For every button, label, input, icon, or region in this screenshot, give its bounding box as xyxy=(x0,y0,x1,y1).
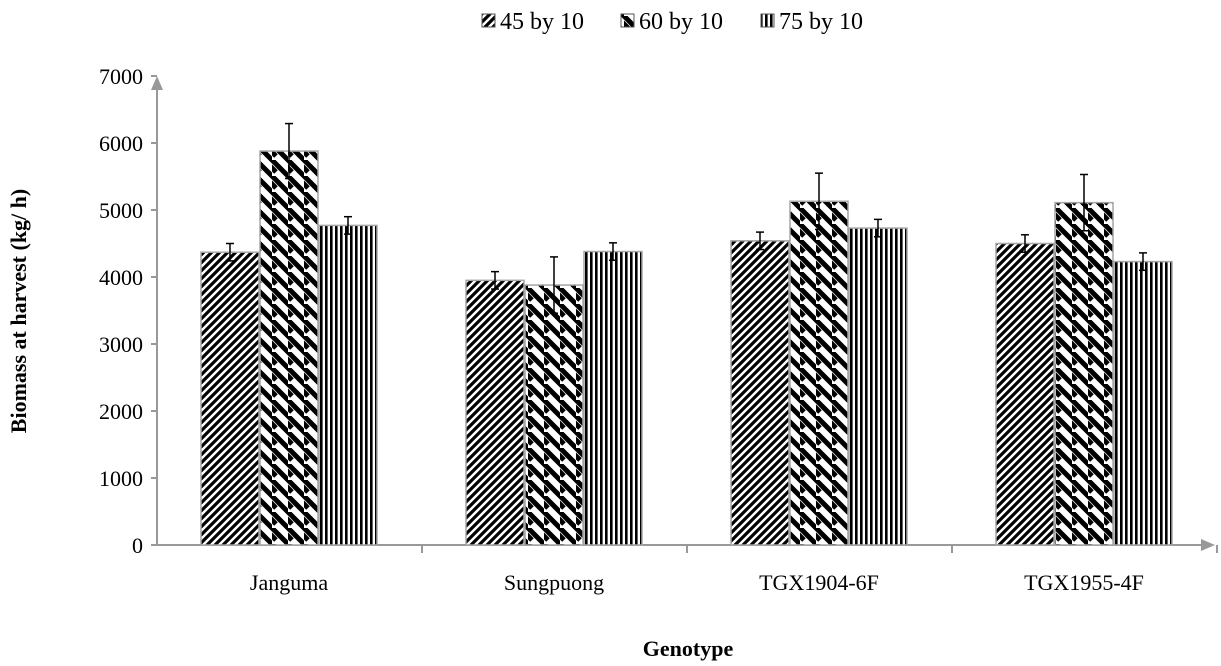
bar xyxy=(318,224,378,546)
bar xyxy=(200,251,260,546)
bar xyxy=(465,279,525,546)
x-axis-arrow xyxy=(1201,539,1215,551)
x-tick-label: TGX1955-4F xyxy=(1024,570,1144,595)
bar xyxy=(789,200,849,546)
x-tick-label: Sungpuong xyxy=(504,570,604,595)
bar xyxy=(583,250,643,546)
x-axis-title: Genotype xyxy=(643,636,734,661)
legend-label: 45 by 10 xyxy=(500,9,584,35)
bar xyxy=(730,240,790,546)
x-axis: Janguma Sungpuong TGX1904-6F TGX1955-4F xyxy=(157,539,1218,595)
y-axis-title: Biomass at harvest (kg/ h) xyxy=(6,189,31,433)
y-tick-label: 4000 xyxy=(99,265,143,290)
y-axis-arrow xyxy=(151,76,163,90)
y-tick-label: 1000 xyxy=(99,466,143,491)
legend-label: 60 by 10 xyxy=(639,9,723,35)
bar xyxy=(995,242,1055,546)
bar xyxy=(259,150,319,546)
x-tick-label: Janguma xyxy=(250,570,328,595)
y-tick-label: 3000 xyxy=(99,332,143,357)
legend-swatch xyxy=(760,13,775,28)
bar xyxy=(848,227,908,546)
y-tick-label: 0 xyxy=(132,533,143,558)
bar xyxy=(1054,201,1114,546)
bar xyxy=(524,284,584,546)
y-tick-label: 5000 xyxy=(99,198,143,223)
y-tick-label: 7000 xyxy=(99,64,143,89)
legend-swatch xyxy=(620,13,635,28)
legend: 45 by 10 60 by 10 75 by 10 xyxy=(481,9,863,35)
y-axis: 0 1000 2000 3000 4000 5000 6000 7000 xyxy=(99,64,163,558)
bar xyxy=(1113,260,1173,546)
error-bars xyxy=(226,122,1147,314)
y-tick-label: 6000 xyxy=(99,131,143,156)
x-tick-label: TGX1904-6F xyxy=(759,570,879,595)
legend-label: 75 by 10 xyxy=(779,9,863,35)
y-tick-label: 2000 xyxy=(99,399,143,424)
bars xyxy=(200,150,1173,546)
legend-swatch xyxy=(481,13,496,28)
